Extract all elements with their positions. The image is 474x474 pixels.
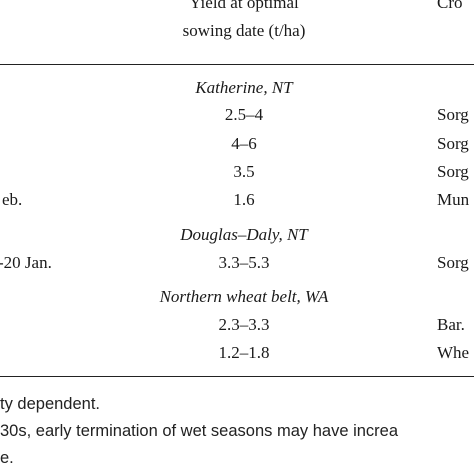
table-row-crop: Sorg — [437, 134, 469, 153]
table-row-crop: Bar. — [437, 315, 465, 334]
yield-column-header: Yield at optimal sowing date (t/ha) — [144, 0, 344, 45]
table-bottom-rule — [0, 376, 474, 377]
table-row-date: eb. — [2, 190, 23, 209]
table-row-yield: 2.3–3.3 — [218, 315, 270, 334]
table-row-crop: Sorg — [437, 105, 469, 124]
table-row-yield: 1.2–1.8 — [218, 343, 270, 362]
table-row-yield: 2.5–4 — [224, 105, 264, 124]
table-row-yield: 4–6 — [231, 134, 257, 153]
table-row-crop: Sorg — [437, 162, 469, 181]
footnote: 30s, early termination of wet seasons ma… — [0, 422, 399, 440]
footnote: ty dependent. — [0, 395, 100, 413]
header-rule — [0, 64, 474, 65]
table-row-date: -20 Jan. — [0, 253, 52, 272]
table-row-crop: Whe — [437, 343, 470, 362]
yield-header-line2: sowing date (t/ha) — [182, 21, 306, 40]
section-title-katherine: Katherine, NT — [195, 78, 293, 97]
section-title-douglas-daly: Douglas–Daly, NT — [180, 225, 308, 244]
table-row-crop: Mun — [437, 190, 470, 209]
yield-header-line1: Yield at optimal — [189, 0, 299, 12]
section-title-northern-wheat-belt: Northern wheat belt, WA — [159, 287, 329, 306]
footnote: e. — [0, 449, 14, 467]
crop-column-header: Cro — [437, 0, 463, 12]
table-row-yield: 1.6 — [233, 190, 255, 209]
table-row-crop: Sorg — [437, 253, 469, 272]
table-row-yield: 3.3–5.3 — [218, 253, 270, 272]
table-row-yield: 3.5 — [233, 162, 255, 181]
